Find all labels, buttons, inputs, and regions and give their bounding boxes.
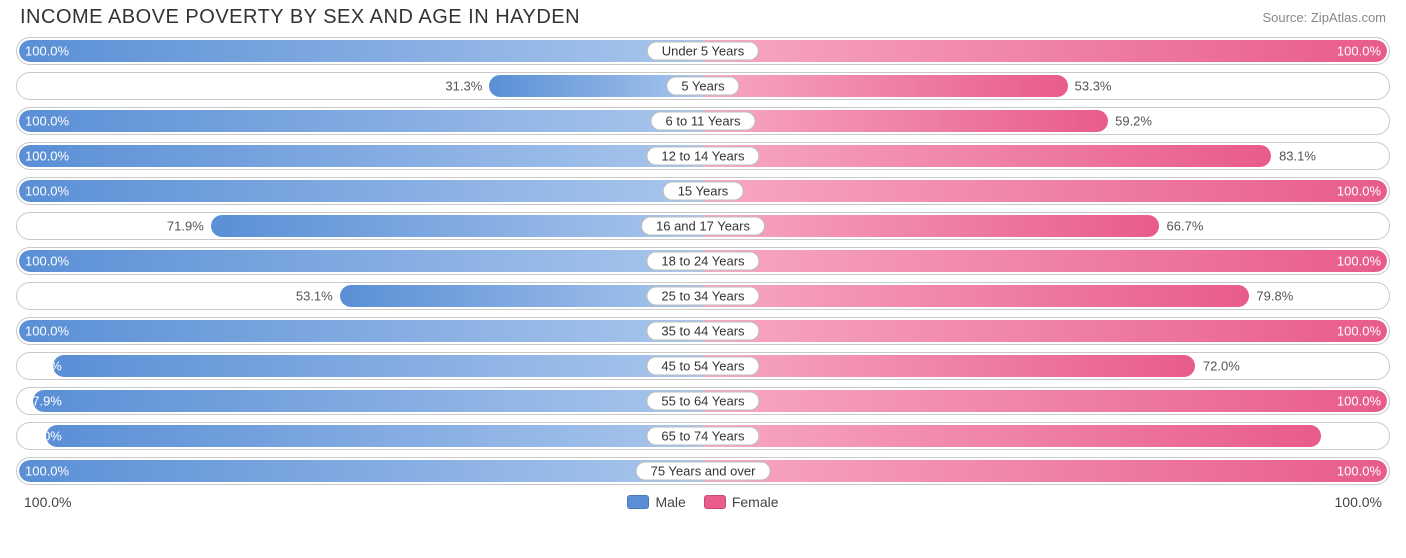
male-pct-label: 100.0%	[25, 324, 69, 339]
legend-male-label: Male	[655, 494, 685, 510]
chart-row: 100.0% 100.0% 15 Years	[16, 177, 1390, 205]
chart-row: 100.0% 83.1% 12 to 14 Years	[16, 142, 1390, 170]
female-bar	[703, 390, 1387, 412]
female-pct-label: 100.0%	[1337, 44, 1381, 59]
male-bar	[33, 390, 703, 412]
female-bar	[703, 355, 1195, 377]
female-bar	[703, 285, 1249, 307]
category-label: 45 to 54 Years	[646, 357, 759, 376]
chart-row: 100.0% 100.0% 75 Years and over	[16, 457, 1390, 485]
male-pct-label: 100.0%	[25, 44, 69, 59]
chart-row: 100.0% 100.0% 35 to 44 Years	[16, 317, 1390, 345]
chart-footer: 100.0% Male Female 100.0%	[0, 492, 1406, 510]
female-pct-label: 83.1%	[1279, 149, 1316, 164]
male-bar	[19, 145, 703, 167]
male-bar	[19, 110, 703, 132]
category-label: 6 to 11 Years	[651, 112, 756, 131]
female-bar	[703, 460, 1387, 482]
chart-row: 95.1% 72.0% 45 to 54 Years	[16, 352, 1390, 380]
female-pct-label: 90.4%	[1344, 429, 1381, 444]
male-bar	[19, 320, 703, 342]
male-pct-label: 31.3%	[445, 79, 482, 94]
category-label: 75 Years and over	[636, 462, 771, 481]
chart-area: 100.0% 100.0% Under 5 Years 31.3% 53.3% 5 Yea…	[0, 33, 1406, 485]
chart-row: 100.0% 100.0% Under 5 Years	[16, 37, 1390, 65]
female-pct-label: 53.3%	[1075, 79, 1112, 94]
chart-source: Source: ZipAtlas.com	[1262, 10, 1386, 25]
female-pct-label: 100.0%	[1337, 324, 1381, 339]
category-label: 12 to 14 Years	[646, 147, 759, 166]
male-bar	[46, 425, 703, 447]
male-bar	[19, 180, 703, 202]
category-label: 35 to 44 Years	[646, 322, 759, 341]
male-pct-label: 100.0%	[25, 184, 69, 199]
female-bar	[703, 250, 1387, 272]
male-bar	[19, 460, 703, 482]
female-pct-label: 66.7%	[1167, 219, 1204, 234]
male-bar	[19, 250, 703, 272]
female-bar	[703, 75, 1068, 97]
male-bar	[19, 40, 703, 62]
female-bar	[703, 110, 1108, 132]
category-label: 15 Years	[663, 182, 744, 201]
male-pct-label: 100.0%	[25, 464, 69, 479]
male-bar	[53, 355, 703, 377]
male-swatch-icon	[627, 495, 649, 509]
female-bar	[703, 215, 1159, 237]
legend-female-label: Female	[732, 494, 779, 510]
male-pct-label: 97.9%	[25, 394, 62, 409]
category-label: 5 Years	[666, 77, 739, 96]
category-label: 65 to 74 Years	[646, 427, 759, 446]
female-pct-label: 72.0%	[1203, 359, 1240, 374]
axis-left-label: 100.0%	[24, 494, 71, 510]
chart-row: 100.0% 100.0% 18 to 24 Years	[16, 247, 1390, 275]
chart-row: 100.0% 59.2% 6 to 11 Years	[16, 107, 1390, 135]
male-bar	[211, 215, 703, 237]
female-pct-label: 100.0%	[1337, 394, 1381, 409]
female-pct-label: 59.2%	[1115, 114, 1152, 129]
chart-row: 53.1% 79.8% 25 to 34 Years	[16, 282, 1390, 310]
male-pct-label: 100.0%	[25, 149, 69, 164]
female-pct-label: 100.0%	[1337, 254, 1381, 269]
female-bar	[703, 145, 1271, 167]
category-label: 25 to 34 Years	[646, 287, 759, 306]
female-bar	[703, 40, 1387, 62]
legend-male: Male	[627, 494, 685, 510]
legend-female: Female	[704, 494, 779, 510]
category-label: 18 to 24 Years	[646, 252, 759, 271]
legend: Male Female	[627, 494, 778, 510]
chart-header: INCOME ABOVE POVERTY BY SEX AND AGE IN H…	[0, 0, 1406, 33]
chart-row: 96.0% 90.4% 65 to 74 Years	[16, 422, 1390, 450]
male-pct-label: 100.0%	[25, 114, 69, 129]
chart-row: 97.9% 100.0% 55 to 64 Years	[16, 387, 1390, 415]
male-pct-label: 95.1%	[25, 359, 62, 374]
chart-row: 31.3% 53.3% 5 Years	[16, 72, 1390, 100]
axis-right-label: 100.0%	[1335, 494, 1382, 510]
female-bar	[703, 180, 1387, 202]
female-pct-label: 79.8%	[1256, 289, 1293, 304]
male-pct-label: 96.0%	[25, 429, 62, 444]
female-swatch-icon	[704, 495, 726, 509]
male-pct-label: 71.9%	[167, 219, 204, 234]
female-bar	[703, 425, 1321, 447]
category-label: 16 and 17 Years	[641, 217, 765, 236]
chart-title: INCOME ABOVE POVERTY BY SEX AND AGE IN H…	[20, 6, 580, 29]
male-pct-label: 53.1%	[296, 289, 333, 304]
male-pct-label: 100.0%	[25, 254, 69, 269]
category-label: 55 to 64 Years	[646, 392, 759, 411]
female-pct-label: 100.0%	[1337, 464, 1381, 479]
chart-row: 71.9% 66.7% 16 and 17 Years	[16, 212, 1390, 240]
female-bar	[703, 320, 1387, 342]
category-label: Under 5 Years	[647, 42, 759, 61]
female-pct-label: 100.0%	[1337, 184, 1381, 199]
